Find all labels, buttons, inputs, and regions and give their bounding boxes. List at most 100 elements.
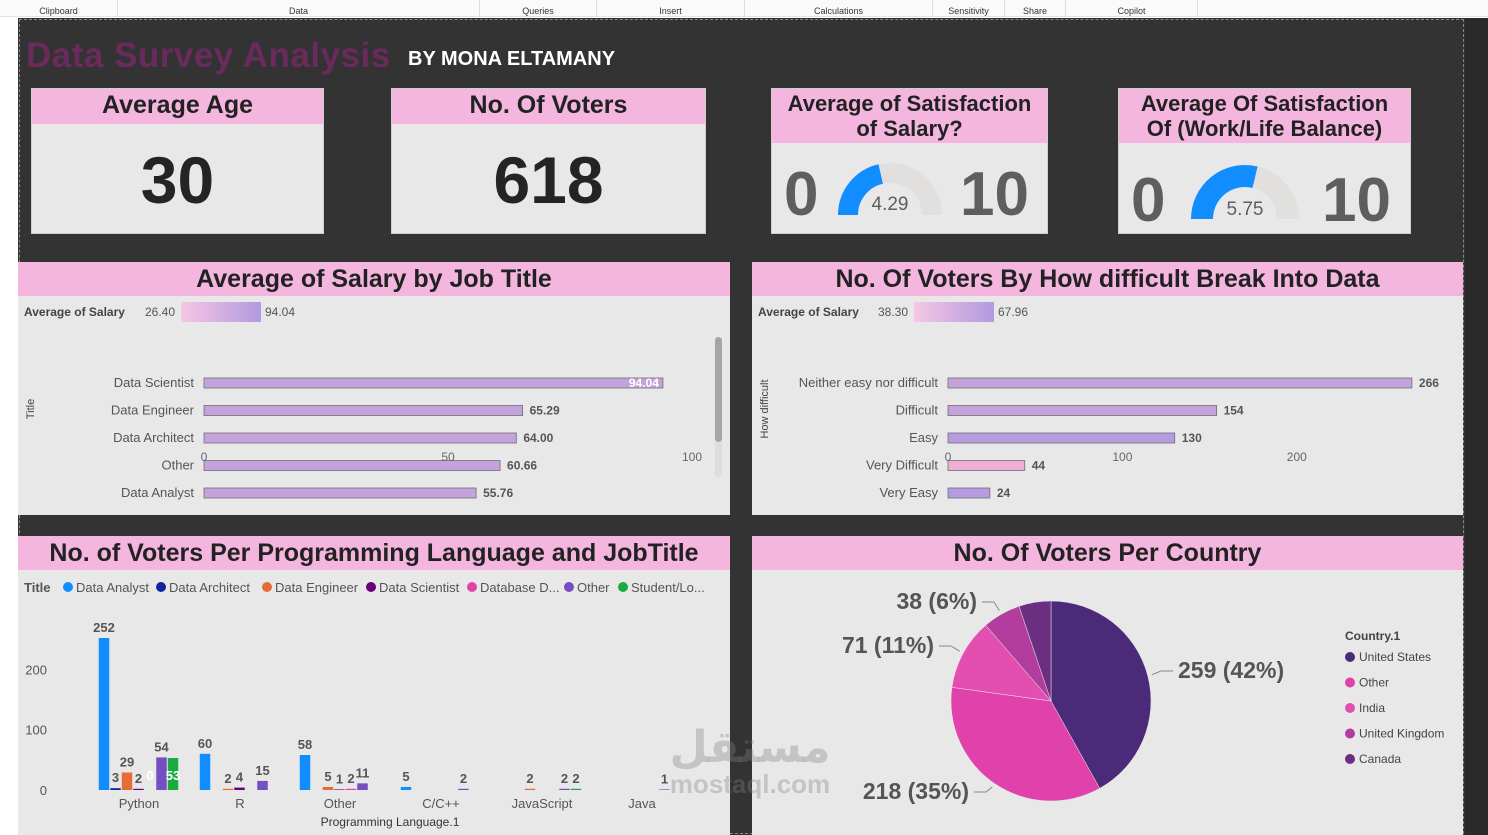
legend-marker [63, 582, 73, 592]
ribbon-group-clipboard[interactable]: Clipboard [0, 0, 118, 17]
bar [203, 377, 664, 389]
data-label: 2 [135, 771, 142, 786]
gauge-title-line: of Salary? [856, 116, 963, 141]
legend-marker [156, 582, 166, 592]
x-tick-label: 0 [201, 450, 208, 464]
data-label: 130 [1182, 431, 1202, 445]
column [199, 753, 211, 790]
canvas-margin [1465, 18, 1488, 835]
legend-marker [1345, 677, 1355, 688]
category-label: Python [119, 796, 159, 811]
kpi-card-average-age[interactable]: Average Age 30 [31, 88, 324, 234]
kpi-title: Average Age [32, 89, 323, 124]
legend-item: Database D... [480, 580, 560, 595]
data-label: 3 [112, 770, 119, 785]
legend-marker [467, 582, 477, 592]
ribbon-group-share[interactable]: Share [1005, 0, 1066, 17]
kpi-card-voters[interactable]: No. Of Voters 618 [391, 88, 706, 234]
gauge-fill [838, 164, 884, 216]
salary-bar-chart: Average of Salary 26.40 94.04 Title Data Sci… [24, 302, 702, 500]
chart-voters-by-difficulty[interactable]: No. Of Voters By How difficult Break Int… [752, 262, 1463, 515]
data-label: 5 [402, 769, 409, 784]
data-label: 15 [255, 763, 269, 778]
data-label: 1 [661, 771, 668, 786]
axis-title-y: Title [25, 399, 37, 419]
data-label: 38 (6%) [896, 588, 977, 614]
category-label: Data Analyst [121, 485, 194, 500]
data-label: 53 [166, 768, 180, 783]
data-label: 2 [460, 771, 467, 786]
gauge-value-label: 4.29 [872, 194, 909, 215]
ribbon-group-sensitivity[interactable]: Sensitivity [933, 0, 1005, 17]
data-label: 218 (35%) [863, 778, 969, 804]
country-pie-chart: 259 (42%) 218 (35%) 71 (11%) 38 (6%) Country… [842, 588, 1444, 804]
pie-slice [1018, 600, 1052, 702]
legend-max: 94.04 [265, 305, 295, 319]
legend-marker [1345, 703, 1355, 713]
data-label: 2 [572, 771, 579, 786]
data-label: 44 [1032, 459, 1046, 473]
legend-title: Title [24, 580, 51, 595]
data-label: 54 [154, 739, 169, 754]
y-tick-label: 100 [25, 723, 47, 738]
column [121, 772, 133, 790]
data-label: 55.76 [483, 486, 513, 500]
data-label: 2 [347, 771, 354, 786]
ribbon-group-data[interactable]: Data [118, 0, 480, 17]
dashboard-byline: BY MONA ELTAMANY [408, 48, 616, 70]
kpi-value: 618 [493, 143, 604, 217]
legend-label: Average of Salary [24, 305, 125, 319]
column [400, 786, 412, 790]
bar [947, 432, 1176, 444]
data-label: 4 [236, 770, 244, 785]
legend-marker [1345, 728, 1355, 739]
legend-title: Country.1 [1345, 629, 1400, 643]
ribbon-group-insert[interactable]: Insert [597, 0, 745, 17]
column [133, 788, 144, 790]
column [110, 788, 121, 790]
ribbon-group-queries[interactable]: Queries [480, 0, 597, 17]
chart-salary-by-title[interactable]: Average of Salary by Job Title Average o… [18, 262, 730, 515]
legend-item: India [1359, 701, 1385, 715]
bar [947, 487, 991, 499]
x-tick-label: 50 [441, 450, 455, 464]
pie-slice [1050, 600, 1152, 789]
data-label: 60.66 [507, 459, 537, 473]
column [524, 788, 536, 790]
chart-scrollbar[interactable] [715, 337, 722, 477]
gauge-card-salary-satisfaction[interactable]: Average of Satisfaction of Salary? 0 10 … [771, 88, 1048, 234]
x-tick-label: 0 [945, 450, 952, 464]
data-label: 259 (42%) [1178, 657, 1284, 683]
scrollbar-thumb[interactable] [715, 337, 722, 442]
column [322, 786, 334, 790]
legend-marker [1345, 652, 1355, 662]
bar [203, 405, 524, 416]
pie-slice [951, 624, 1052, 702]
chart-voters-by-language[interactable]: No. of Voters Per Programming Language a… [18, 536, 730, 835]
chart-title: No. Of Voters Per Country [752, 536, 1463, 570]
chart-voters-by-country[interactable]: No. Of Voters Per Country 259 (42%) 218 (… [752, 536, 1463, 835]
gauge-card-worklife-satisfaction[interactable]: Average Of Satisfaction Of (Work/Life Ba… [1118, 88, 1411, 234]
pie-slice [950, 687, 1101, 802]
column [98, 638, 110, 790]
ribbon-group-copilot[interactable]: Copilot [1066, 0, 1198, 17]
data-label: 94.04 [629, 376, 659, 390]
x-tick-label: 100 [682, 450, 702, 464]
column [334, 789, 345, 790]
gauge-min-label: 0 [784, 160, 818, 229]
gauge-max-label: 10 [960, 160, 1029, 229]
data-label: 0 [146, 768, 153, 783]
legend-item: Student/Lo... [631, 580, 705, 595]
language-column-chart: Title Data Analyst Data Architect Data Engi… [24, 580, 705, 829]
column [570, 788, 582, 790]
data-label: 58 [298, 737, 312, 752]
y-tick-label: 200 [25, 662, 47, 677]
data-label: 64.00 [523, 431, 553, 445]
category-label: Easy [909, 430, 938, 445]
column [299, 755, 311, 790]
ribbon-group-calculations[interactable]: Calculations [745, 0, 933, 17]
column [257, 780, 268, 790]
legend-label: Average of Salary [758, 305, 859, 319]
legend-gradient [914, 302, 994, 322]
legend-item: Data Scientist [379, 580, 460, 595]
